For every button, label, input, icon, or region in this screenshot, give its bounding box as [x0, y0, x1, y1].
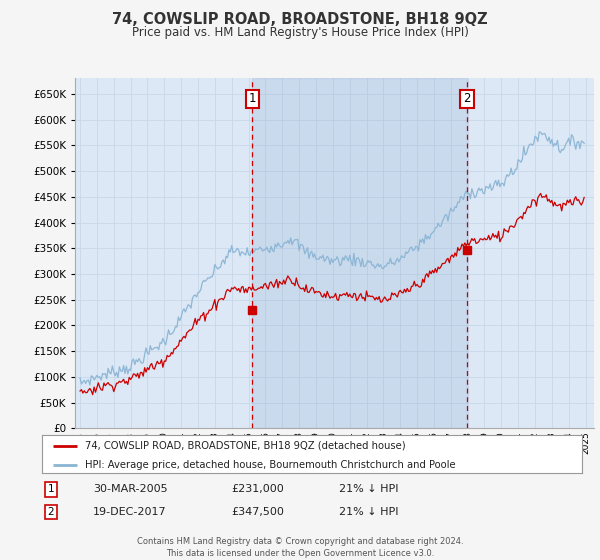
Text: 21% ↓ HPI: 21% ↓ HPI	[339, 507, 398, 517]
Text: 21% ↓ HPI: 21% ↓ HPI	[339, 484, 398, 494]
Text: 30-MAR-2005: 30-MAR-2005	[93, 484, 167, 494]
Text: £347,500: £347,500	[231, 507, 284, 517]
Text: 1: 1	[248, 92, 256, 105]
Text: 2: 2	[463, 92, 471, 105]
Text: 74, COWSLIP ROAD, BROADSTONE, BH18 9QZ (detached house): 74, COWSLIP ROAD, BROADSTONE, BH18 9QZ (…	[85, 441, 406, 451]
Bar	[252, 78, 467, 428]
Text: 2: 2	[47, 507, 55, 517]
Text: Contains HM Land Registry data © Crown copyright and database right 2024.
This d: Contains HM Land Registry data © Crown c…	[137, 537, 463, 558]
Text: 19-DEC-2017: 19-DEC-2017	[93, 507, 167, 517]
Text: Price paid vs. HM Land Registry's House Price Index (HPI): Price paid vs. HM Land Registry's House …	[131, 26, 469, 39]
Text: 74, COWSLIP ROAD, BROADSTONE, BH18 9QZ: 74, COWSLIP ROAD, BROADSTONE, BH18 9QZ	[112, 12, 488, 27]
Text: 1: 1	[47, 484, 55, 494]
Text: £231,000: £231,000	[231, 484, 284, 494]
Text: HPI: Average price, detached house, Bournemouth Christchurch and Poole: HPI: Average price, detached house, Bour…	[85, 460, 456, 470]
